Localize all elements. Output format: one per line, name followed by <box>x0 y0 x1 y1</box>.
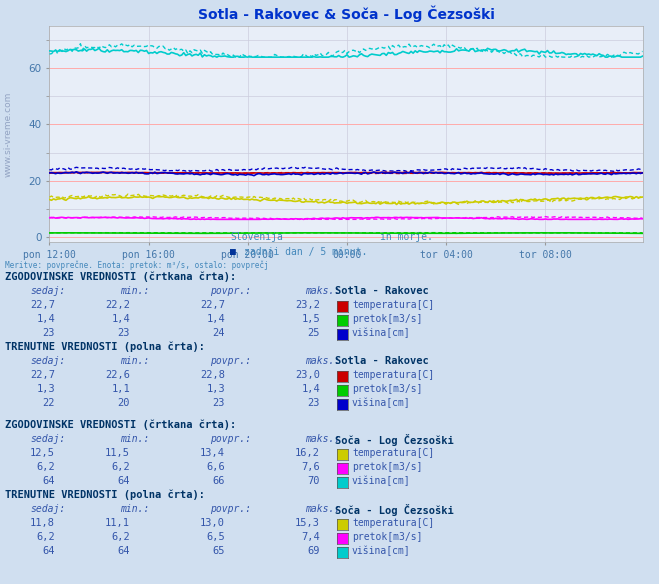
Text: 25: 25 <box>308 328 320 338</box>
Text: 12,5: 12,5 <box>30 448 55 458</box>
Text: sedaj:: sedaj: <box>30 504 65 514</box>
Text: sedaj:: sedaj: <box>30 356 65 366</box>
Text: 23: 23 <box>42 328 55 338</box>
Text: 65: 65 <box>212 546 225 556</box>
Text: 6,5: 6,5 <box>206 532 225 542</box>
Text: maks.:: maks.: <box>305 434 340 444</box>
Text: 1,4: 1,4 <box>301 384 320 394</box>
Text: ZGODOVINSKE VREDNOSTI (črtkana črta):: ZGODOVINSKE VREDNOSTI (črtkana črta): <box>5 272 236 283</box>
Text: 15,3: 15,3 <box>295 518 320 528</box>
Text: zadnji dan / 5 minut.: zadnji dan / 5 minut. <box>244 247 367 257</box>
Text: 6,2: 6,2 <box>111 532 130 542</box>
Text: TRENUTNE VREDNOSTI (polna črta):: TRENUTNE VREDNOSTI (polna črta): <box>5 342 205 353</box>
Text: 16,2: 16,2 <box>295 448 320 458</box>
Text: temperatura[C]: temperatura[C] <box>352 300 434 310</box>
Text: maks.:: maks.: <box>305 286 340 296</box>
Text: temperatura[C]: temperatura[C] <box>352 518 434 528</box>
Text: 1,3: 1,3 <box>36 384 55 394</box>
Text: Sotla - Rakovec: Sotla - Rakovec <box>335 286 429 296</box>
Text: 64: 64 <box>42 476 55 486</box>
Text: pretok[m3/s]: pretok[m3/s] <box>352 314 422 324</box>
Text: višina[cm]: višina[cm] <box>352 476 411 486</box>
Text: pretok[m3/s]: pretok[m3/s] <box>352 384 422 394</box>
Text: ■: ■ <box>230 247 236 257</box>
Text: maks.:: maks.: <box>305 504 340 514</box>
Text: povpr.:: povpr.: <box>210 504 251 514</box>
Text: 23: 23 <box>212 398 225 408</box>
Text: 64: 64 <box>117 476 130 486</box>
Text: višina[cm]: višina[cm] <box>352 328 411 338</box>
Text: in morje.: in morje. <box>380 232 433 242</box>
Text: 11,8: 11,8 <box>30 518 55 528</box>
Text: 7,6: 7,6 <box>301 462 320 472</box>
Text: 20: 20 <box>117 398 130 408</box>
Text: Soča - Log Čezsoški: Soča - Log Čezsoški <box>335 504 454 516</box>
Text: sedaj:: sedaj: <box>30 434 65 444</box>
Text: povpr.:: povpr.: <box>210 286 251 296</box>
Text: 13,4: 13,4 <box>200 448 225 458</box>
Text: temperatura[C]: temperatura[C] <box>352 448 434 458</box>
Text: povpr.:: povpr.: <box>210 356 251 366</box>
Text: 1,4: 1,4 <box>111 314 130 324</box>
Text: min.:: min.: <box>120 434 150 444</box>
Title: Sotla - Rakovec & Soča - Log Čezsoški: Sotla - Rakovec & Soča - Log Čezsoški <box>198 6 494 22</box>
Text: 6,6: 6,6 <box>206 462 225 472</box>
Text: 22,7: 22,7 <box>200 300 225 310</box>
Text: sedaj:: sedaj: <box>30 286 65 296</box>
Text: 1,3: 1,3 <box>206 384 225 394</box>
Text: 6,2: 6,2 <box>36 532 55 542</box>
Text: Sotla - Rakovec: Sotla - Rakovec <box>335 356 429 366</box>
Text: 7,4: 7,4 <box>301 532 320 542</box>
Text: 23: 23 <box>308 398 320 408</box>
Text: ZGODOVINSKE VREDNOSTI (črtkana črta):: ZGODOVINSKE VREDNOSTI (črtkana črta): <box>5 420 236 430</box>
Text: 22,7: 22,7 <box>30 300 55 310</box>
Text: 13,0: 13,0 <box>200 518 225 528</box>
Text: višina[cm]: višina[cm] <box>352 546 411 557</box>
Text: 11,5: 11,5 <box>105 448 130 458</box>
Text: 23: 23 <box>117 328 130 338</box>
Text: 1,4: 1,4 <box>36 314 55 324</box>
Text: min.:: min.: <box>120 356 150 366</box>
Text: maks.:: maks.: <box>305 356 340 366</box>
Text: 22,6: 22,6 <box>105 370 130 380</box>
Text: 1,1: 1,1 <box>111 384 130 394</box>
Text: 22,2: 22,2 <box>105 300 130 310</box>
Text: 69: 69 <box>308 546 320 556</box>
Text: Soča - Log Čezsoški: Soča - Log Čezsoški <box>335 434 454 446</box>
Text: min.:: min.: <box>120 286 150 296</box>
Text: Slovenija: Slovenija <box>230 232 283 242</box>
Text: temperatura[C]: temperatura[C] <box>352 370 434 380</box>
Text: 23,0: 23,0 <box>295 370 320 380</box>
Text: pretok[m3/s]: pretok[m3/s] <box>352 532 422 542</box>
Text: 64: 64 <box>117 546 130 556</box>
Text: 11,1: 11,1 <box>105 518 130 528</box>
Text: 1,5: 1,5 <box>301 314 320 324</box>
Text: www.si-vreme.com: www.si-vreme.com <box>3 92 13 177</box>
Text: 64: 64 <box>42 546 55 556</box>
Text: Meritve: povprečne. Enota: pretok: m³/s, ostalo: povprečj: Meritve: povprečne. Enota: pretok: m³/s,… <box>5 260 269 269</box>
Text: 22,7: 22,7 <box>30 370 55 380</box>
Text: 22,8: 22,8 <box>200 370 225 380</box>
Text: pretok[m3/s]: pretok[m3/s] <box>352 462 422 472</box>
Text: 24: 24 <box>212 328 225 338</box>
Text: 23,2: 23,2 <box>295 300 320 310</box>
Text: 66: 66 <box>212 476 225 486</box>
Text: 6,2: 6,2 <box>111 462 130 472</box>
Text: 70: 70 <box>308 476 320 486</box>
Text: 6,2: 6,2 <box>36 462 55 472</box>
Text: TRENUTNE VREDNOSTI (polna črta):: TRENUTNE VREDNOSTI (polna črta): <box>5 490 205 500</box>
Text: višina[cm]: višina[cm] <box>352 398 411 408</box>
Text: min.:: min.: <box>120 504 150 514</box>
Text: 22: 22 <box>42 398 55 408</box>
Text: povpr.:: povpr.: <box>210 434 251 444</box>
Text: 1,4: 1,4 <box>206 314 225 324</box>
